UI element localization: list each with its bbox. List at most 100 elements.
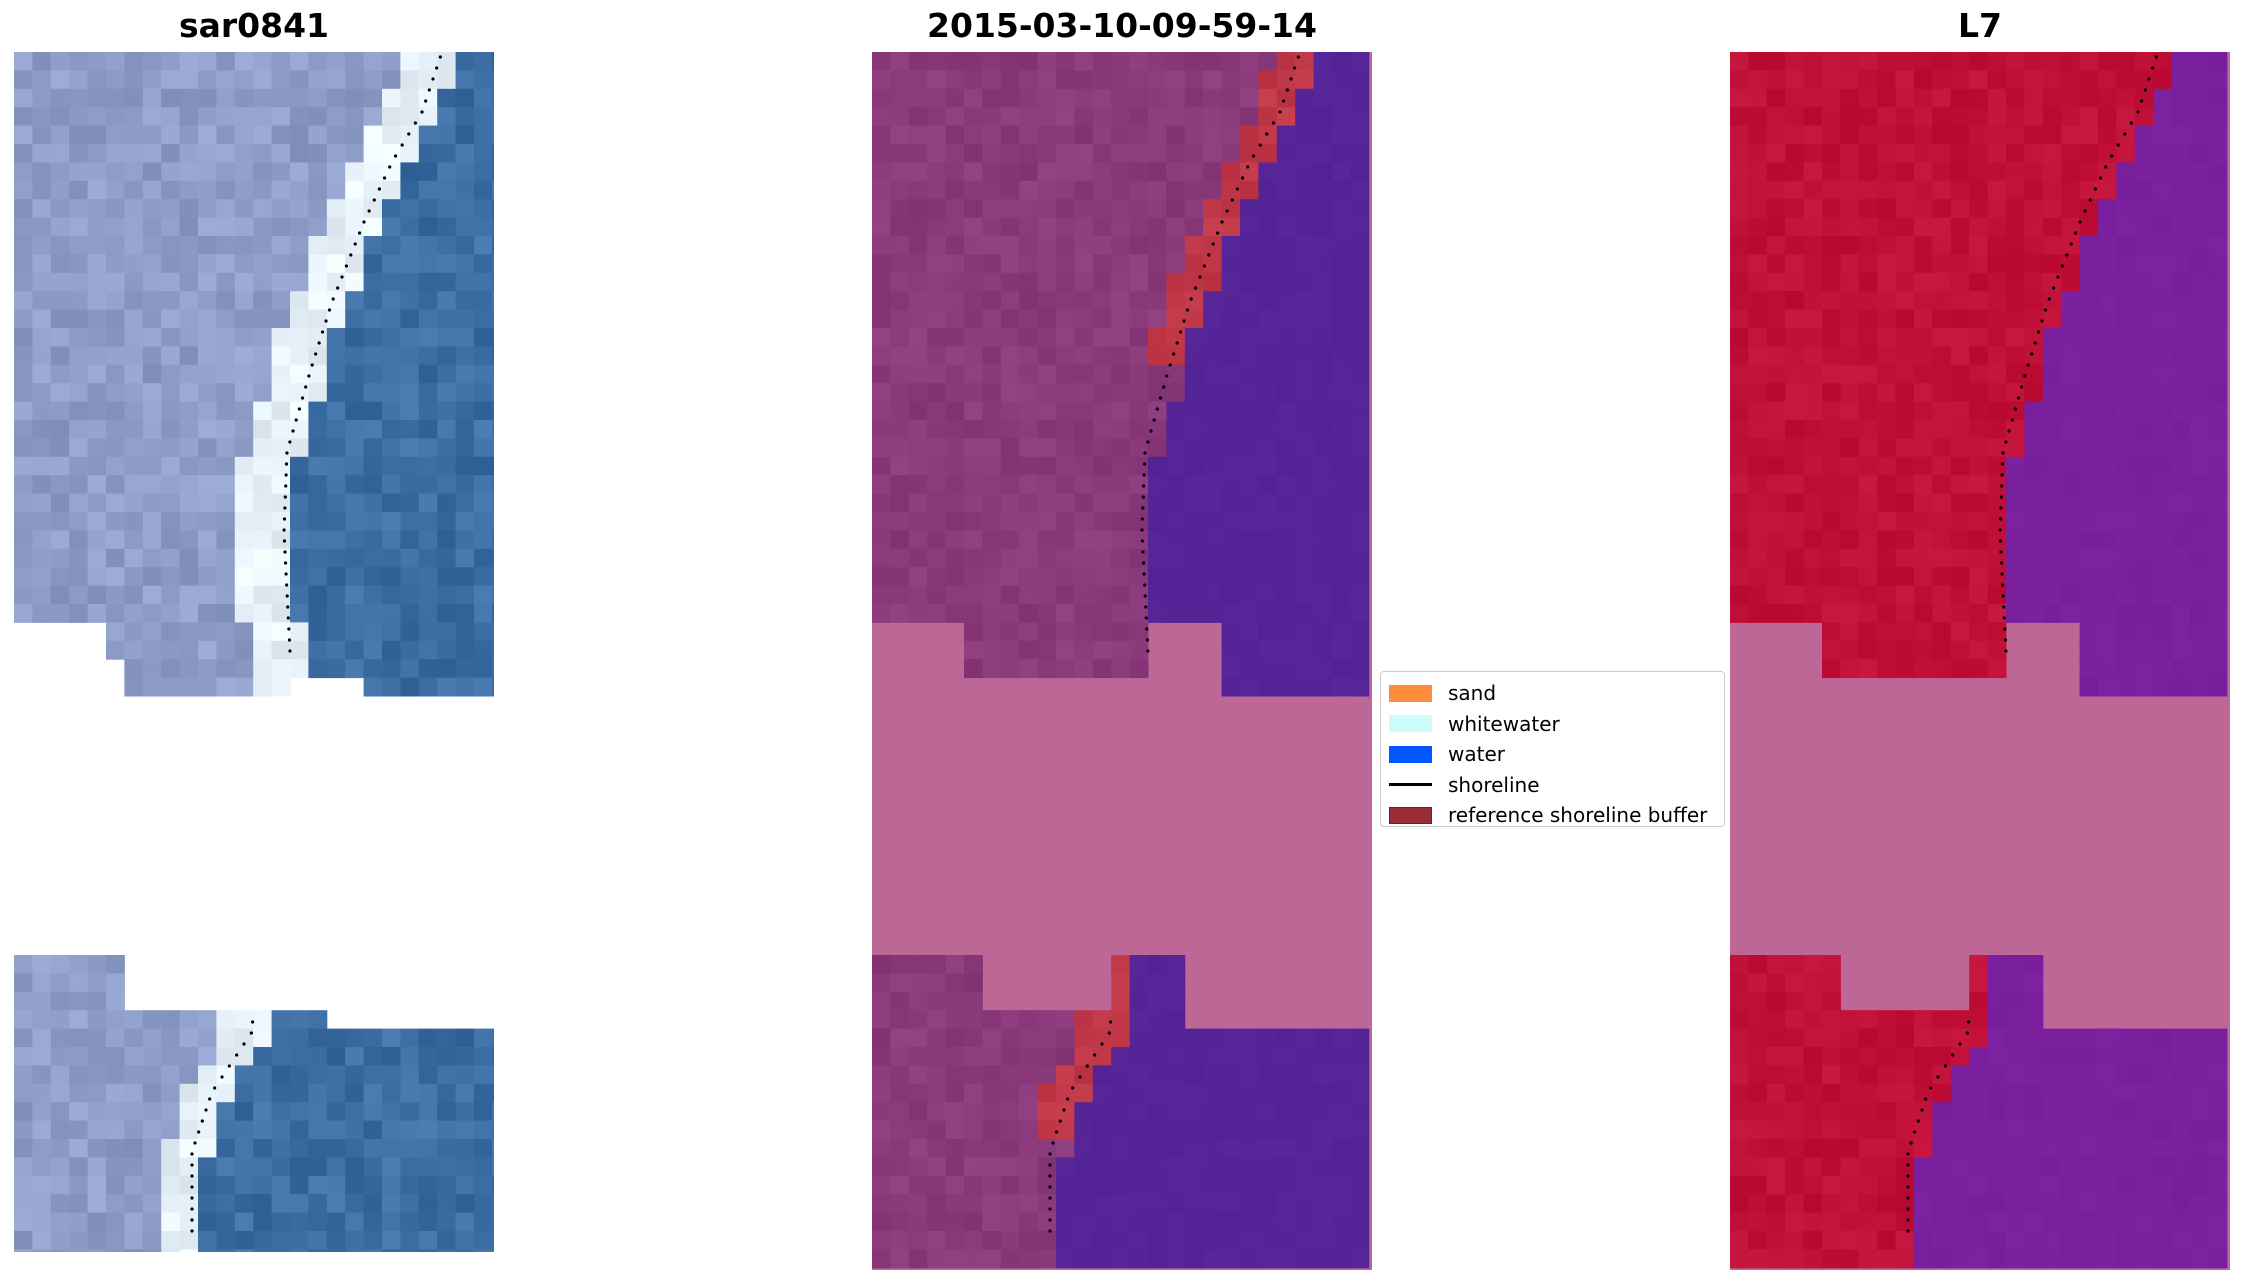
pixel — [2079, 107, 2099, 127]
pixel — [179, 272, 199, 292]
pixel — [908, 383, 928, 403]
pixel — [1019, 1157, 1039, 1177]
pixel — [872, 346, 891, 366]
pixel — [1129, 1212, 1149, 1232]
pixel — [1184, 585, 1204, 605]
pixel — [1840, 291, 1860, 311]
pixel — [216, 1010, 236, 1030]
shoreline-point — [286, 605, 290, 609]
pixel — [2190, 383, 2209, 403]
pixel — [2153, 640, 2173, 660]
pixel — [1148, 1010, 1167, 1030]
pixel — [1350, 144, 1370, 163]
pixel — [492, 604, 494, 623]
pixel — [1766, 493, 1786, 513]
pixel — [1056, 217, 1075, 237]
pixel — [2208, 567, 2228, 587]
pixel — [1184, 1028, 1204, 1048]
pixel — [1822, 973, 1841, 993]
pixel — [2134, 456, 2154, 476]
pixel — [1950, 52, 1970, 71]
pixel — [2153, 420, 2173, 439]
pixel — [1914, 309, 1933, 329]
pixel — [142, 1139, 162, 1158]
pixel — [2153, 1231, 2173, 1250]
pixel — [2190, 199, 2209, 219]
pixel — [964, 1157, 983, 1177]
pixel — [1858, 1139, 1878, 1158]
pixel — [492, 217, 494, 237]
pixel — [1858, 1249, 1878, 1269]
pixel — [418, 493, 438, 513]
shoreline-point — [324, 319, 328, 323]
pixel — [1350, 604, 1370, 623]
pixel — [474, 1249, 493, 1252]
pixel — [1221, 604, 1241, 623]
pixel — [982, 659, 1002, 679]
pixel — [1000, 604, 1020, 623]
pixel — [1987, 1212, 2007, 1232]
pixel — [234, 1249, 254, 1252]
pixel — [872, 364, 891, 384]
pixel — [87, 1010, 107, 1030]
pixel — [326, 530, 346, 550]
pixel — [1950, 217, 1970, 237]
pixel — [1258, 199, 1278, 219]
pixel — [1748, 383, 1768, 403]
pixel — [1240, 144, 1259, 163]
pixel — [1766, 236, 1786, 255]
pixel — [1074, 1175, 1094, 1195]
shoreline-dots — [1140, 55, 1300, 653]
pixel — [927, 346, 947, 366]
pixel — [1840, 512, 1860, 531]
pixel — [1111, 622, 1131, 642]
pixel — [290, 217, 309, 237]
pixel — [253, 272, 273, 292]
pixel — [1276, 125, 1296, 145]
pixel — [1092, 1028, 1112, 1048]
pixel — [14, 1083, 33, 1103]
pixel — [982, 217, 1002, 237]
pixel — [1056, 1231, 1075, 1250]
shoreline-point — [420, 110, 424, 114]
pixel — [1092, 1157, 1112, 1177]
pixel — [32, 217, 52, 237]
pixel — [1785, 272, 1805, 292]
pixel — [142, 199, 162, 219]
pixel — [1313, 659, 1333, 679]
pixel — [945, 309, 965, 329]
pixel — [890, 291, 910, 311]
pixel — [2116, 236, 2136, 255]
pixel — [2134, 180, 2154, 200]
pixel — [1240, 52, 1259, 71]
pixel — [161, 217, 181, 237]
pixel — [1748, 456, 1768, 476]
pixel — [1019, 1010, 1039, 1030]
pixel — [982, 309, 1002, 329]
shoreline-point — [1240, 176, 1245, 180]
pixel — [106, 475, 125, 495]
pixel — [1037, 1175, 1057, 1195]
pixel — [1987, 217, 2007, 237]
pixel — [1350, 512, 1370, 531]
shoreline-point — [2000, 462, 2005, 466]
pixel — [363, 125, 383, 145]
pixel — [1111, 180, 1131, 200]
pixel — [216, 364, 236, 384]
pixel — [2079, 162, 2099, 182]
pixel — [927, 1175, 947, 1195]
pixel — [964, 52, 983, 71]
pixel — [290, 475, 309, 495]
pixel — [363, 52, 383, 71]
pixel — [216, 52, 236, 71]
pixel — [290, 1175, 309, 1195]
pixel — [234, 475, 254, 495]
pixel — [964, 162, 983, 182]
pixel — [890, 438, 910, 458]
pixel — [1332, 107, 1351, 127]
pixel — [455, 236, 475, 255]
pixel — [400, 622, 420, 642]
pixel — [492, 1065, 494, 1085]
pixel — [1313, 1065, 1333, 1085]
shoreline-point — [304, 385, 308, 389]
